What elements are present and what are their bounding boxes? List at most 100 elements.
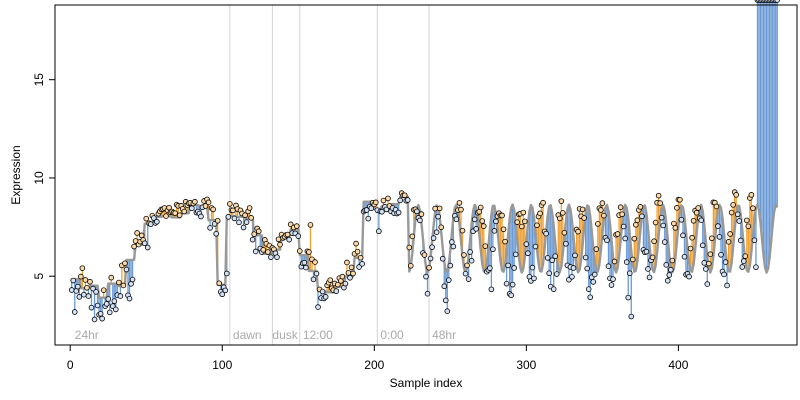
data-point — [84, 285, 90, 291]
data-point — [354, 248, 361, 255]
data-point — [242, 212, 248, 219]
data-point — [660, 222, 666, 229]
data-point — [357, 254, 364, 261]
data-point — [94, 302, 101, 309]
data-point — [687, 245, 694, 252]
data-point — [404, 197, 411, 203]
data-point — [312, 259, 318, 265]
data-point — [138, 232, 145, 239]
data-point — [605, 263, 612, 269]
region-label: 0:00 — [380, 328, 404, 342]
data-point — [327, 277, 334, 283]
data-point — [120, 282, 127, 289]
x-tick-label: 0 — [67, 358, 74, 372]
data-point — [540, 199, 546, 206]
data-point — [553, 271, 560, 277]
data-point — [468, 257, 475, 264]
data-point — [558, 198, 565, 204]
data-point — [604, 237, 610, 244]
data-point — [546, 270, 552, 277]
data-point — [601, 212, 607, 219]
data-point — [141, 240, 148, 246]
data-point — [407, 262, 414, 269]
data-point — [151, 215, 157, 221]
data-point — [81, 291, 87, 298]
data-point — [543, 230, 549, 237]
data-point — [593, 246, 600, 252]
region-label: 12:00 — [303, 328, 333, 342]
data-point — [301, 259, 308, 266]
data-point — [522, 218, 528, 225]
region-label: dawn — [233, 328, 262, 342]
data-point — [666, 272, 673, 278]
data-point — [525, 250, 531, 257]
data-point — [610, 276, 616, 282]
data-point — [730, 202, 736, 208]
data-point — [626, 270, 633, 277]
data-point — [181, 208, 188, 215]
data-point — [277, 241, 283, 248]
data-point — [643, 248, 650, 255]
data-point — [222, 287, 229, 294]
y-axis-label: Expression — [9, 145, 23, 204]
data-point — [414, 208, 420, 215]
data-point — [722, 259, 729, 265]
data-point — [587, 294, 594, 301]
data-point — [293, 223, 300, 229]
data-point — [303, 264, 309, 271]
data-point — [572, 252, 578, 259]
data-point — [105, 296, 112, 302]
data-point — [117, 293, 124, 299]
vline-layer — [229, 5, 430, 345]
data-point — [447, 262, 454, 269]
data-point — [219, 291, 226, 298]
data-point — [637, 204, 644, 210]
data-point — [230, 207, 236, 214]
data-point — [569, 274, 575, 280]
data-point — [664, 277, 671, 284]
data-point — [286, 236, 292, 243]
data-point — [465, 276, 472, 282]
data-point — [493, 218, 499, 225]
data-point — [750, 205, 756, 212]
data-point — [702, 266, 709, 272]
data-point — [397, 197, 403, 204]
data-point — [658, 214, 665, 221]
data-point — [482, 243, 489, 249]
data-point — [243, 219, 250, 225]
data-point — [202, 203, 209, 209]
data-point — [296, 248, 303, 254]
data-point — [438, 224, 445, 231]
data-point — [379, 208, 385, 215]
data-point — [628, 313, 635, 320]
data-point — [100, 287, 107, 293]
data-point — [322, 294, 329, 300]
data-point — [82, 277, 89, 283]
data-point — [634, 217, 641, 224]
data-point — [88, 304, 95, 311]
data-point — [707, 251, 714, 258]
data-point — [123, 266, 130, 273]
data-point — [251, 231, 257, 237]
y-tick-label: 15 — [32, 73, 46, 87]
data-point — [742, 253, 749, 259]
data-point — [435, 213, 441, 220]
data-point — [651, 238, 657, 245]
data-point — [736, 218, 743, 224]
data-point — [433, 229, 440, 235]
data-point — [622, 235, 628, 242]
data-point — [725, 239, 732, 245]
data-point — [131, 243, 137, 250]
data-point — [557, 215, 563, 222]
data-point — [345, 270, 352, 276]
data-point — [246, 205, 253, 211]
data-point — [479, 218, 486, 224]
data-point — [333, 288, 340, 294]
data-point — [453, 216, 460, 223]
data-point — [401, 192, 408, 199]
data-point — [689, 234, 695, 241]
data-point — [512, 251, 519, 258]
data-point — [224, 270, 230, 277]
data-point — [737, 237, 744, 244]
data-point — [439, 255, 446, 262]
